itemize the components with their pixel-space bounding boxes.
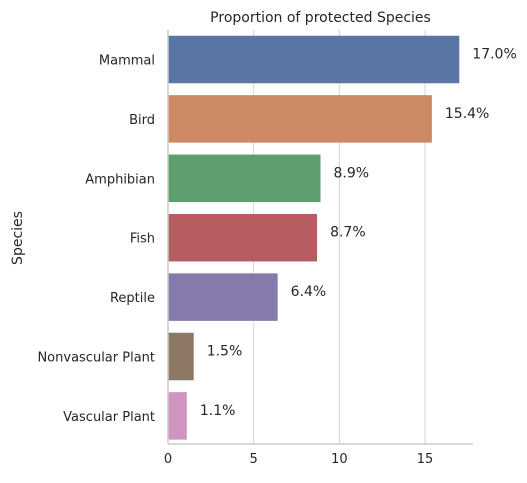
bar-data-label: 17.0% — [472, 47, 516, 63]
bar-data-label: 8.9% — [334, 165, 370, 181]
chart-title: Proportion of protected Species — [210, 10, 431, 26]
x-tick-label: 5 — [250, 452, 258, 467]
y-tick-label: Bird — [129, 113, 155, 128]
bar-nonvascular-plant — [168, 332, 194, 381]
bar-labels: 17.0% 15.4% 8.9% 8.7% 6.4% 1.5% 1.1% — [200, 47, 517, 419]
bar-data-label: 15.4% — [445, 106, 489, 122]
bar-vascular-plant — [168, 392, 187, 440]
bar-amphibian — [168, 154, 321, 203]
y-tick-label: Fish — [130, 232, 155, 247]
bar-data-label: 1.5% — [207, 344, 243, 360]
y-tick-label: Vascular Plant — [63, 410, 155, 425]
x-tick-label: 10 — [331, 452, 348, 467]
bars — [168, 35, 460, 440]
bar-data-label: 8.7% — [330, 225, 366, 241]
y-tick-labels: Mammal Bird Amphibian Fish Reptile Nonvascula… — [37, 54, 155, 425]
bar-reptile — [168, 273, 278, 321]
y-axis-label: Species — [10, 211, 26, 265]
bar-data-label: 6.4% — [291, 284, 327, 300]
bar-mammal — [168, 35, 460, 84]
x-tick-labels: 0 5 10 15 — [164, 452, 433, 467]
x-tick-label: 0 — [164, 452, 172, 467]
y-tick-label: Nonvascular Plant — [37, 351, 155, 366]
bar-fish — [168, 213, 318, 262]
x-tick-label: 15 — [417, 452, 434, 467]
y-tick-label: Reptile — [110, 291, 155, 306]
bar-bird — [168, 95, 432, 143]
bar-data-label: 1.1% — [200, 403, 236, 419]
y-tick-label: Mammal — [99, 54, 155, 69]
y-tick-label: Amphibian — [85, 172, 155, 187]
